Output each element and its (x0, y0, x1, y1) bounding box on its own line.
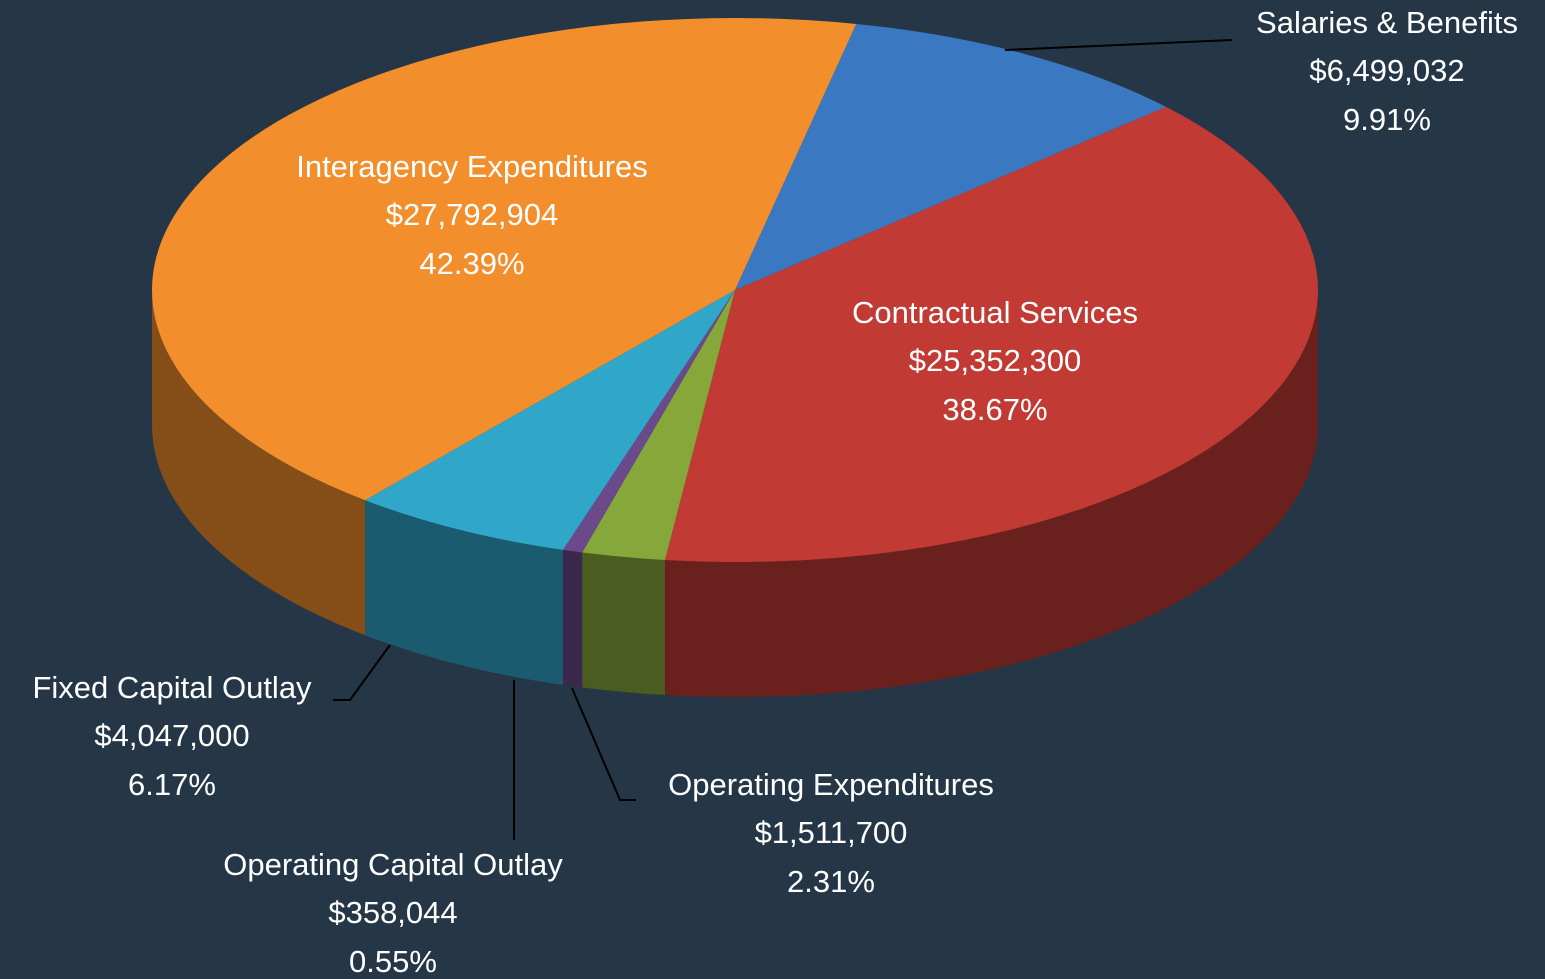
slice-label: Operating Capital Outlay (223, 847, 563, 882)
slice-label: Fixed Capital Outlay (32, 670, 312, 705)
slice-value-label: $358,044 (328, 895, 457, 930)
slice-label: Contractual Services (852, 295, 1138, 330)
slice-percent-label: 0.55% (349, 944, 437, 979)
slice (562, 290, 735, 553)
slice-value-label: $25,352,300 (909, 343, 1081, 378)
slice-percent-label: 2.31% (787, 864, 875, 899)
leader-line (571, 687, 636, 801)
leader-line (1004, 39, 1233, 51)
slice-percent-label: 9.91% (1343, 102, 1431, 137)
slice-label: Operating Expenditures (668, 767, 994, 802)
slice (151, 17, 857, 501)
slice-side (152, 290, 366, 636)
slice-side (365, 500, 563, 685)
slice-value-label: $1,511,700 (755, 815, 908, 850)
slice-percent-label: 6.17% (128, 767, 216, 802)
slice-value-label: $4,047,000 (94, 718, 249, 753)
leader-line (333, 644, 391, 701)
slice-label: Salaries & Benefits (1256, 5, 1518, 40)
slice (582, 290, 735, 561)
slice (365, 290, 735, 550)
slice-percent-label: 38.67% (942, 392, 1047, 427)
slice (735, 23, 1167, 291)
slice-value-label: $6,499,032 (1309, 53, 1464, 88)
slice-side (582, 552, 665, 696)
slice (664, 106, 1319, 563)
slice-side (562, 549, 583, 688)
slice-side (664, 290, 1318, 697)
slice-value-label: $27,792,904 (386, 197, 558, 232)
slice-percent-label: 42.39% (419, 246, 524, 281)
slice-label: Interagency Expenditures (296, 149, 648, 184)
